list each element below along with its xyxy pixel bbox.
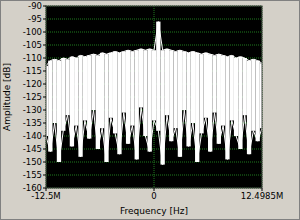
spectrum-fill (234, 58, 238, 136)
y-tick-label: -140 (23, 131, 42, 141)
spectrum-fill (156, 22, 160, 131)
spectrum-fill (91, 54, 95, 110)
plot-frame (46, 6, 262, 188)
x-grid-line (154, 6, 155, 188)
y-tick (43, 149, 46, 150)
y-tick (43, 123, 46, 124)
x-tick-label: -12.5M (31, 191, 60, 201)
y-tick-label: -130 (23, 105, 42, 115)
y-tick (43, 32, 46, 33)
y-tick-label: -125 (23, 92, 42, 102)
y-tick-label: -135 (23, 118, 42, 128)
spectrum-fill (169, 50, 173, 141)
spectrum-fill (113, 52, 117, 134)
spectrum-fill (74, 58, 78, 126)
y-tick-label: -145 (23, 144, 42, 154)
spectrum-fill (230, 55, 234, 120)
y-tick (43, 58, 46, 59)
y-tick (43, 110, 46, 111)
y-tick (43, 71, 46, 72)
y-tick-label: -105 (23, 40, 42, 50)
spectrum-fill (165, 49, 169, 115)
spectrum-fill (148, 49, 152, 152)
spectrum-fill (52, 59, 56, 123)
y-tick-label: -90 (28, 1, 42, 11)
spectrum-fill (122, 52, 126, 113)
spectrum-fill (182, 52, 186, 111)
spectrum-fill (221, 55, 225, 125)
spectrum-line (46, 22, 262, 66)
spectrum-fill (204, 53, 208, 118)
y-tick (43, 45, 46, 46)
spectrum-fill (130, 52, 134, 126)
spectrum-fill (243, 58, 247, 115)
x-tick-label: 12.4985M (241, 191, 283, 201)
plot-area (46, 6, 262, 188)
spectrum-fill (256, 61, 260, 142)
spectrum-fill (212, 55, 216, 112)
panel (1, 1, 300, 220)
y-tick-label: -95 (28, 14, 42, 24)
chart: -160-155-150-145-140-135-130-125-120-115… (0, 0, 300, 220)
y-tick (43, 175, 46, 176)
y-tick (43, 6, 46, 7)
spectrum-fill (109, 53, 113, 118)
spectrum-fill (199, 54, 203, 133)
y-tick-label: -100 (23, 27, 42, 37)
y-tick (43, 136, 46, 137)
y-tick-label: -155 (23, 170, 42, 180)
y-tick (43, 84, 46, 85)
y-tick (43, 97, 46, 98)
spectrum-fill (191, 52, 195, 124)
y-axis-title: Amplitude [dB] (2, 63, 12, 131)
y-tick-label: -110 (23, 53, 42, 63)
spectrum-fill (61, 58, 65, 131)
y-tick-label: -150 (23, 157, 42, 167)
x-axis-title: Frequency [Hz] (120, 206, 188, 216)
y-tick-label: -120 (23, 79, 42, 89)
spectrum-fill (48, 61, 52, 152)
y-tick (43, 162, 46, 163)
spectrum-fill (100, 53, 104, 128)
spectrum-fill (65, 59, 69, 115)
spectrum-fill (152, 50, 156, 120)
y-tick-label: -115 (23, 66, 42, 76)
spectrum-fill (83, 57, 87, 121)
y-tick (43, 19, 46, 20)
spectrum-fill (251, 59, 255, 131)
spectrum-line (46, 107, 262, 164)
grid (46, 6, 262, 188)
x-tick-label: 0 (151, 191, 156, 201)
data (46, 22, 262, 165)
spectrum-fill (139, 49, 143, 108)
spectrum-fill (173, 52, 177, 129)
